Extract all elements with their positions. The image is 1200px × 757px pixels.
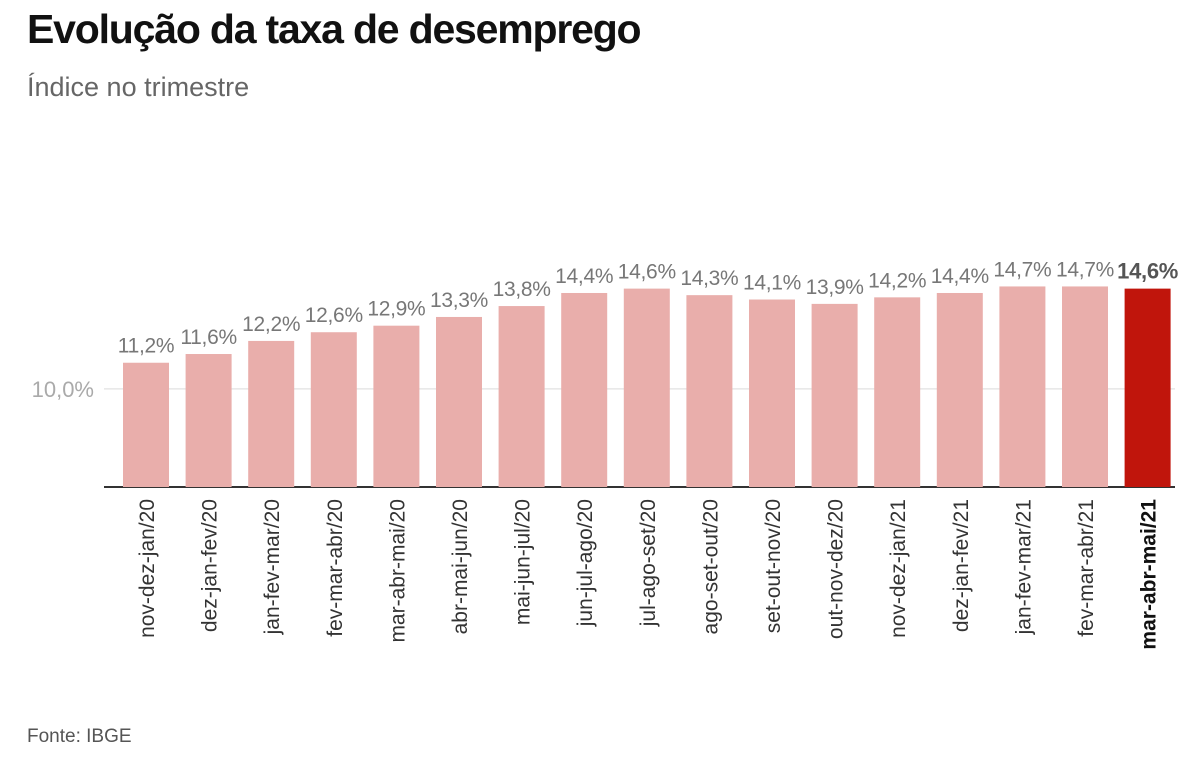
bar-value-label: 14,7% (993, 258, 1051, 281)
x-tick-label: abr-mai-jun/20 (449, 499, 472, 634)
x-tick-label: mar-abr-mai/21 (1138, 499, 1161, 650)
source-note: Fonte: IBGE (27, 726, 132, 747)
bar (436, 316, 482, 487)
bar-value-label: 14,6% (618, 261, 676, 284)
bar-value-label: 14,1% (743, 272, 801, 295)
bar-value-label: 11,6% (180, 326, 237, 349)
x-tick-labels-layer: nov-dez-jan/20 dez-jan-fev/20 jan-fev-mar/… (136, 499, 1161, 650)
bar (310, 332, 357, 487)
bar-value-label: 14,4% (555, 265, 613, 288)
x-tick-label: mar-abr-mai/20 (386, 499, 409, 643)
bar-value-label: 14,6% (1117, 259, 1178, 284)
x-tick-label: out-nov-dez/20 (825, 499, 848, 639)
x-tick-label: dez-jan-fev/21 (950, 499, 973, 632)
bar (123, 362, 169, 487)
bar-value-label: 13,8% (493, 278, 551, 301)
bar (185, 354, 232, 487)
chart-subtitle: Índice no trimestre (27, 72, 250, 102)
value-labels-layer: 11,2% 11,6%12,2% 12,6% 12,9% 13,3% 13,8%14,4%… (118, 258, 1179, 358)
bar (936, 292, 983, 487)
x-tick-label: nov-dez-jan/20 (136, 499, 159, 638)
bar (811, 303, 858, 487)
x-tick-label: jan-fev-mar/20 (261, 499, 284, 635)
x-tick-label: fev-mar-abr/21 (1075, 499, 1098, 637)
x-tick-label: nov-dez-jan/21 (887, 499, 910, 638)
bar (999, 286, 1046, 487)
bar (373, 325, 420, 487)
bar (498, 306, 545, 487)
x-tick-label: dez-jan-fev/20 (199, 499, 222, 632)
x-tick-label: fev-mar-abr/20 (324, 499, 347, 637)
bar (686, 295, 733, 487)
x-tick-label: jan-fev-mar/21 (1012, 499, 1035, 635)
x-tick-label: mai-jun-jul/20 (512, 499, 535, 625)
bar-value-label: 14,7% (1056, 258, 1114, 281)
bar-value-label: 12,9% (367, 298, 425, 321)
y-tick-label: 10,0% (32, 377, 94, 402)
bar-value-label: 11,2% (118, 335, 175, 358)
bar-value-label: 14,4% (931, 265, 989, 288)
x-tick-label: set-out-nov/20 (762, 499, 785, 633)
bar-value-label: 14,3% (680, 267, 738, 290)
bar-value-label: 13,3% (430, 289, 488, 312)
bar (248, 340, 295, 487)
x-tick-label: jun-jul-ago/20 (574, 499, 597, 627)
bar-value-label: 13,9% (806, 276, 864, 299)
x-tick-label: ago-set-out/20 (699, 499, 722, 634)
bar (561, 292, 608, 487)
bars-layer (123, 286, 1171, 487)
chart-title: Evolução da taxa de desemprego (27, 6, 642, 52)
bar (1062, 286, 1108, 487)
bar (749, 299, 795, 487)
bar (874, 297, 921, 487)
bar (623, 288, 670, 487)
x-tick-label: jul-ago-set/20 (637, 499, 660, 627)
bar-highlight (1124, 288, 1171, 487)
bar-value-label: 12,2% (242, 313, 300, 336)
bar-value-label: 14,2% (868, 269, 926, 292)
bar-value-label: 12,6% (305, 304, 363, 327)
